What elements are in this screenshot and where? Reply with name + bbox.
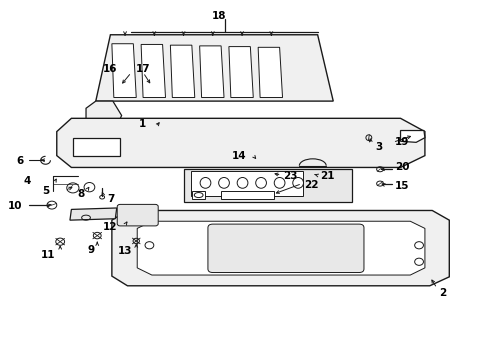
Text: 20: 20 bbox=[394, 162, 408, 172]
Text: 4: 4 bbox=[23, 176, 31, 186]
Text: 9: 9 bbox=[87, 245, 94, 255]
Polygon shape bbox=[86, 101, 122, 127]
Text: 6: 6 bbox=[17, 156, 24, 166]
Polygon shape bbox=[258, 47, 282, 98]
Text: 22: 22 bbox=[304, 180, 318, 190]
FancyBboxPatch shape bbox=[207, 224, 363, 273]
Text: 1: 1 bbox=[139, 120, 146, 129]
Text: 10: 10 bbox=[8, 201, 22, 211]
Polygon shape bbox=[191, 192, 205, 199]
Text: 21: 21 bbox=[320, 171, 334, 181]
Text: 15: 15 bbox=[394, 181, 408, 192]
FancyBboxPatch shape bbox=[117, 204, 158, 226]
Polygon shape bbox=[400, 131, 424, 142]
Polygon shape bbox=[190, 171, 303, 196]
Text: 7: 7 bbox=[107, 194, 114, 204]
Polygon shape bbox=[170, 45, 194, 98]
Text: 5: 5 bbox=[42, 186, 49, 196]
Polygon shape bbox=[137, 221, 424, 275]
Text: 12: 12 bbox=[103, 222, 118, 232]
Polygon shape bbox=[112, 44, 136, 98]
Text: 11: 11 bbox=[41, 250, 55, 260]
Text: 19: 19 bbox=[394, 138, 408, 147]
Polygon shape bbox=[112, 211, 448, 286]
Text: 16: 16 bbox=[103, 64, 118, 74]
Polygon shape bbox=[73, 138, 120, 156]
Polygon shape bbox=[228, 46, 253, 98]
Text: 14: 14 bbox=[231, 150, 246, 161]
Polygon shape bbox=[221, 192, 273, 199]
Text: 17: 17 bbox=[136, 64, 151, 74]
Text: 18: 18 bbox=[211, 11, 226, 21]
Text: 23: 23 bbox=[283, 171, 297, 181]
Text: 3: 3 bbox=[374, 142, 382, 152]
Text: 2: 2 bbox=[439, 288, 446, 298]
Polygon shape bbox=[96, 35, 332, 101]
Text: 13: 13 bbox=[118, 246, 132, 256]
Polygon shape bbox=[70, 208, 117, 220]
Polygon shape bbox=[57, 118, 424, 167]
Polygon shape bbox=[199, 46, 224, 98]
Polygon shape bbox=[141, 44, 165, 98]
Text: 8: 8 bbox=[77, 189, 84, 199]
Polygon shape bbox=[183, 169, 351, 202]
